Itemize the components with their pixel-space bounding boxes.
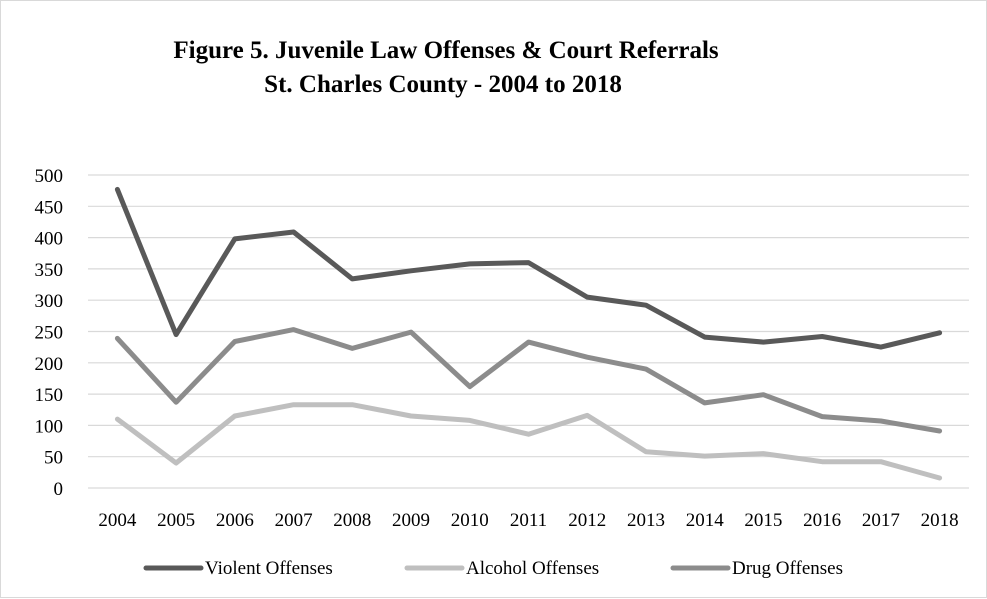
y-tick-label: 250 xyxy=(35,323,64,344)
series-line-2 xyxy=(114,402,943,481)
x-tick-label: 2013 xyxy=(627,510,665,531)
chart-subtitle: St. Charles County - 2004 to 2018 xyxy=(264,71,622,98)
y-tick-label: 450 xyxy=(35,197,64,218)
y-tick-label: 150 xyxy=(35,385,64,406)
y-tick-label: 100 xyxy=(35,416,64,437)
x-tick-label: 2009 xyxy=(392,510,430,531)
x-tick-label: 2014 xyxy=(686,510,725,531)
series-line-1 xyxy=(114,186,943,350)
y-tick-label: 0 xyxy=(54,479,64,500)
x-tick-label: 2010 xyxy=(451,510,489,531)
gridlines xyxy=(88,174,969,489)
legend-label-3: Drug Offenses xyxy=(732,558,843,579)
x-tick-label: 2018 xyxy=(921,510,959,531)
y-tick-label: 500 xyxy=(35,166,64,187)
x-tick-label: 2012 xyxy=(568,510,606,531)
y-tick-label: 300 xyxy=(35,291,64,312)
x-tick-label: 2017 xyxy=(862,510,900,531)
x-tick-label: 2007 xyxy=(275,510,313,531)
y-tick-label: 200 xyxy=(35,354,64,375)
legend: Violent Offenses Alcohol Offenses Drug Off… xyxy=(143,558,843,579)
legend-label-1: Violent Offenses xyxy=(205,558,333,579)
x-tick-label: 2015 xyxy=(744,510,782,531)
y-tick-label: 350 xyxy=(35,260,64,281)
x-tick-label: 2011 xyxy=(510,510,547,531)
y-tick-label: 400 xyxy=(35,229,64,250)
x-tick-label: 2008 xyxy=(333,510,371,531)
y-axis-ticks: 0 50 100 150 200 250 300 350 400 450 500 xyxy=(35,166,64,500)
series-lines xyxy=(114,186,943,481)
y-tick-label: 50 xyxy=(44,448,63,469)
chart-title: Figure 5. Juvenile Law Offenses & Court … xyxy=(173,37,719,64)
x-axis-ticks: 2004 2005 2006 2007 2008 2009 2010 2011 2012 2013… xyxy=(98,510,958,531)
x-tick-label: 2006 xyxy=(216,510,254,531)
legend-label-2: Alcohol Offenses xyxy=(466,558,599,579)
x-tick-label: 2004 xyxy=(98,510,137,531)
series-line-3 xyxy=(114,327,943,434)
x-tick-label: 2016 xyxy=(803,510,841,531)
x-tick-label: 2005 xyxy=(157,510,195,531)
